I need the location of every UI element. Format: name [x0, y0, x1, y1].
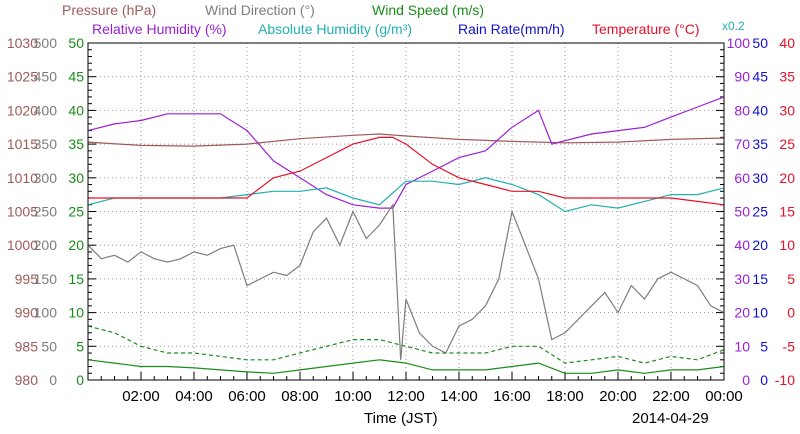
y-tick-label-temperature: 40 — [779, 35, 795, 51]
x-tick-label: 22:00 — [652, 388, 690, 405]
y-tick-label-wind-direction: 0 — [49, 372, 57, 388]
legend-relative-humidity: Relative Humidity (%) — [92, 21, 227, 37]
x-tick-label: 10:00 — [334, 388, 372, 405]
y-tick-label-wind-direction: 300 — [34, 170, 58, 186]
series-line-relative-humidity- — [87, 96, 725, 209]
legend-absolute-humidity: Absolute Humidity (g/m³) — [258, 21, 412, 37]
y-tick-label-rain-rate: 15 — [752, 271, 768, 287]
y-tick-label-temperature: 10 — [779, 237, 795, 253]
y-tick-label-wind-direction: 200 — [34, 237, 58, 253]
axis-labels: 02:00 04:00 06:00 08:00 10:00 12:00 14:00 16:00… — [7, 35, 795, 405]
y-tick-label-wind-direction: 500 — [34, 35, 58, 51]
y-tick-label-relative-humidity: 20 — [734, 305, 750, 321]
y-tick-label-relative-humidity: 50 — [734, 204, 750, 220]
y-tick-label-relative-humidity: 90 — [734, 69, 750, 85]
y-tick-label-pressure: 1030 — [7, 35, 38, 51]
series-line-wind-direction- — [87, 202, 725, 360]
y-tick-label-wind-speed: 15 — [68, 271, 84, 287]
y-tick-label-rain-rate: 40 — [752, 102, 768, 118]
y-tick-label-wind-speed: 25 — [68, 204, 84, 220]
y-tick-label-temperature: -5 — [783, 338, 796, 354]
y-tick-label-rain-rate: 45 — [752, 69, 768, 85]
x-tick-label: 02:00 — [122, 388, 160, 405]
y-tick-label-wind-direction: 250 — [34, 204, 58, 220]
x-tick-label: 18:00 — [546, 388, 584, 405]
y-tick-label-wind-direction: 450 — [34, 69, 58, 85]
y-tick-label-relative-humidity: 30 — [734, 271, 750, 287]
y-tick-label-wind-speed: 20 — [68, 237, 84, 253]
y-tick-label-wind-speed: 40 — [68, 102, 84, 118]
y-tick-label-wind-speed: 35 — [68, 136, 84, 152]
y-tick-label-pressure: 1005 — [7, 204, 38, 220]
y-tick-label-wind-speed: 50 — [68, 35, 84, 51]
y-tick-label-relative-humidity: 80 — [734, 102, 750, 118]
legend-pressure: Pressure (hPa) — [62, 2, 156, 18]
y-tick-label-relative-humidity: 0 — [742, 372, 750, 388]
legend-wind-direction: Wind Direction (°) — [205, 2, 315, 18]
y-tick-label-rain-rate: 20 — [752, 237, 768, 253]
y-tick-label-pressure: 1015 — [7, 136, 38, 152]
y-tick-label-rain-rate: 0 — [760, 372, 768, 388]
y-tick-label-rain-rate: 5 — [760, 338, 768, 354]
y-tick-label-relative-humidity: 60 — [734, 170, 750, 186]
x-tick-label: 20:00 — [599, 388, 637, 405]
y-tick-label-temperature: -10 — [775, 372, 795, 388]
y-tick-label-wind-speed: 30 — [68, 170, 84, 186]
y-tick-label-wind-direction: 400 — [34, 102, 58, 118]
x-tick-label: 00:00 — [705, 388, 743, 405]
y-tick-label-pressure: 1025 — [7, 69, 38, 85]
y-tick-label-wind-direction: 150 — [34, 271, 58, 287]
series-line-wind-speed-m-s- — [87, 359, 725, 374]
y-tick-label-pressure: 1000 — [7, 237, 38, 253]
y-tick-label-temperature: 15 — [779, 204, 795, 220]
y-tick-label-pressure: 1010 — [7, 170, 38, 186]
series-lines — [87, 96, 725, 374]
y-tick-label-temperature: 0 — [787, 305, 795, 321]
x-tick-label: 08:00 — [281, 388, 319, 405]
x-axis-label: Time (JST) — [364, 410, 438, 427]
y-tick-label-pressure: 1020 — [7, 102, 38, 118]
series-line-pressure-hpa- — [87, 133, 725, 147]
series-line-temperature-c- — [88, 136, 725, 206]
y-tick-label-pressure: 980 — [15, 372, 39, 388]
y-tick-label-rain-rate: 50 — [752, 35, 768, 51]
y-tick-label-relative-humidity: 10 — [734, 338, 750, 354]
y-tick-label-relative-humidity: 70 — [734, 136, 750, 152]
y-tick-label-rain-rate: 30 — [752, 170, 768, 186]
x-tick-label: 16:00 — [493, 388, 531, 405]
legend-wind-speed: Wind Speed (m/s) — [372, 2, 484, 18]
y-tick-label-wind-speed: 45 — [68, 69, 84, 85]
y-tick-label-pressure: 990 — [15, 305, 39, 321]
x-tick-label: 14:00 — [440, 388, 478, 405]
y-tick-label-rain-rate: 10 — [752, 305, 768, 321]
y-tick-label-temperature: 25 — [779, 136, 795, 152]
plot-frame — [87, 42, 725, 381]
y-tick-label-relative-humidity: 100 — [727, 35, 751, 51]
y-tick-label-relative-humidity: 40 — [734, 237, 750, 253]
y-tick-label-temperature: 30 — [779, 102, 795, 118]
x-tick-label: 12:00 — [387, 388, 425, 405]
y-tick-label-wind-speed: 10 — [68, 305, 84, 321]
y-tick-label-pressure: 995 — [15, 271, 39, 287]
rain-scale-note: x0.2 — [722, 19, 745, 33]
legend-rain-rate: Rain Rate(mm/h) — [458, 21, 565, 37]
y-tick-label-wind-direction: 350 — [34, 136, 58, 152]
y-tick-label-wind-speed: 0 — [76, 372, 84, 388]
y-tick-label-temperature: 35 — [779, 69, 795, 85]
x-tick-label: 06:00 — [228, 388, 266, 405]
y-tick-label-rain-rate: 35 — [752, 136, 768, 152]
y-tick-label-temperature: 5 — [787, 271, 795, 287]
y-tick-label-wind-direction: 50 — [41, 338, 57, 354]
y-tick-label-wind-direction: 100 — [34, 305, 58, 321]
y-tick-label-wind-speed: 5 — [76, 338, 84, 354]
date-label: 2014-04-29 — [632, 410, 709, 427]
y-tick-label-temperature: 20 — [779, 170, 795, 186]
legend-temperature: Temperature (°C) — [592, 21, 700, 37]
y-tick-label-rain-rate: 25 — [752, 204, 768, 220]
x-tick-label: 04:00 — [175, 388, 213, 405]
y-tick-label-pressure: 985 — [15, 338, 39, 354]
